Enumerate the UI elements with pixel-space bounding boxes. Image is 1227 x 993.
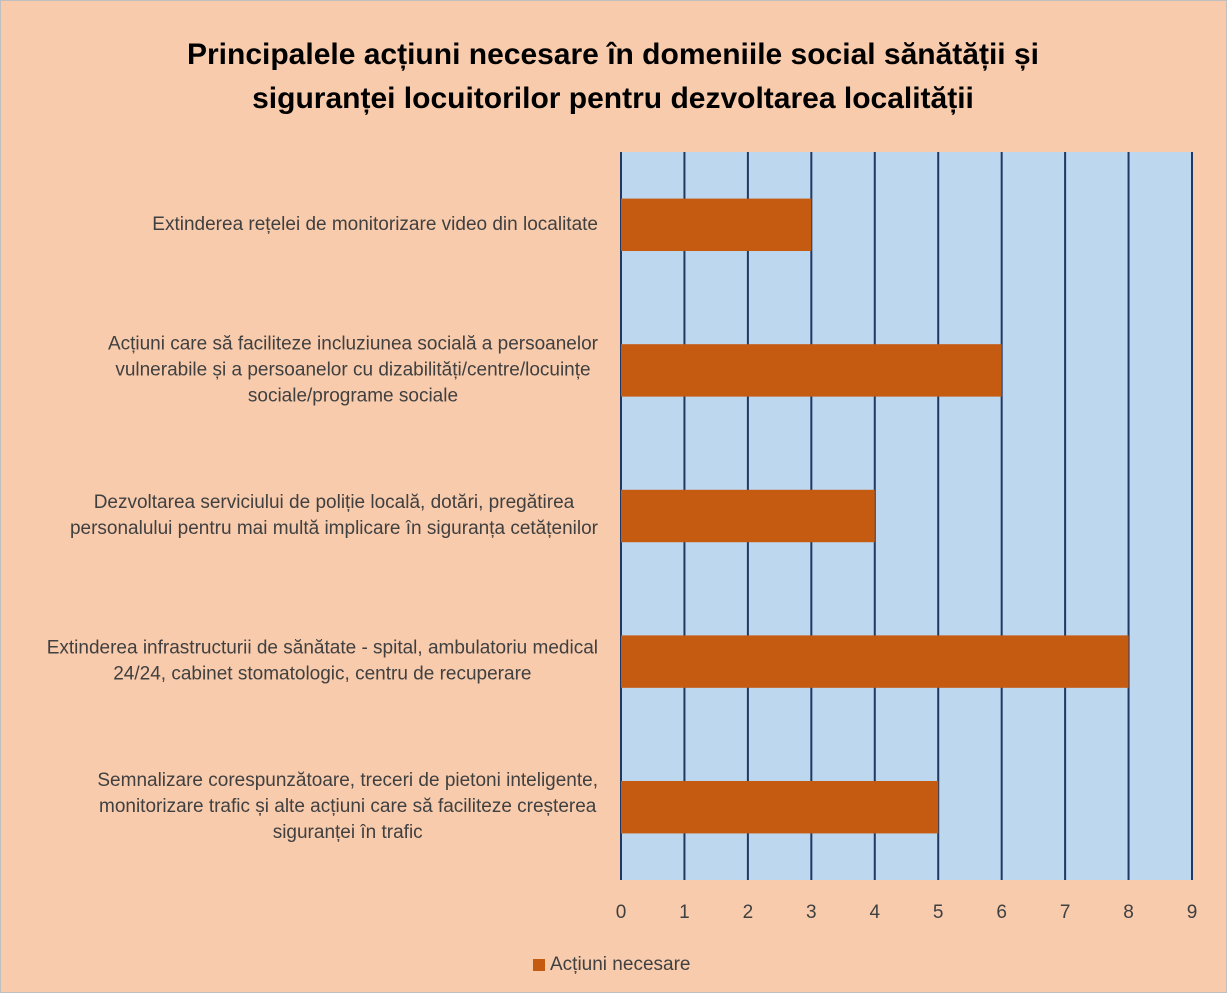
- legend-label: Acțiuni necesare: [550, 954, 690, 975]
- bar: [621, 489, 875, 543]
- x-tick-label: 6: [996, 902, 1007, 923]
- x-tick-label: 1: [679, 902, 690, 923]
- x-tick-label: 9: [1187, 902, 1198, 923]
- x-tick-label: 7: [1060, 902, 1071, 923]
- x-tick-label: 3: [806, 902, 817, 923]
- y-tick-label: Semnalizare corespunzătoare, treceri de …: [97, 770, 598, 843]
- bar: [621, 780, 939, 834]
- bar: [621, 198, 812, 252]
- x-tick-label: 0: [616, 902, 627, 923]
- x-tick-label: 4: [869, 902, 880, 923]
- y-tick-label: Extinderea infrastructurii de sănătate -…: [47, 638, 598, 685]
- bar: [621, 635, 1129, 688]
- y-tick-label: Dezvoltarea serviciului de poliție local…: [70, 492, 599, 539]
- bar: [621, 344, 1002, 397]
- y-tick-label: Extinderea rețelei de monitorizare video…: [152, 214, 598, 235]
- x-tick-label: 5: [933, 902, 944, 923]
- y-tick-label: Acțiuni care să faciliteze incluziunea s…: [108, 333, 599, 406]
- x-tick-label: 8: [1123, 902, 1134, 923]
- legend-swatch: [533, 959, 545, 971]
- chart-title: Principalele acțiuni necesare în domenii…: [187, 38, 1039, 115]
- x-tick-label: 2: [743, 902, 754, 923]
